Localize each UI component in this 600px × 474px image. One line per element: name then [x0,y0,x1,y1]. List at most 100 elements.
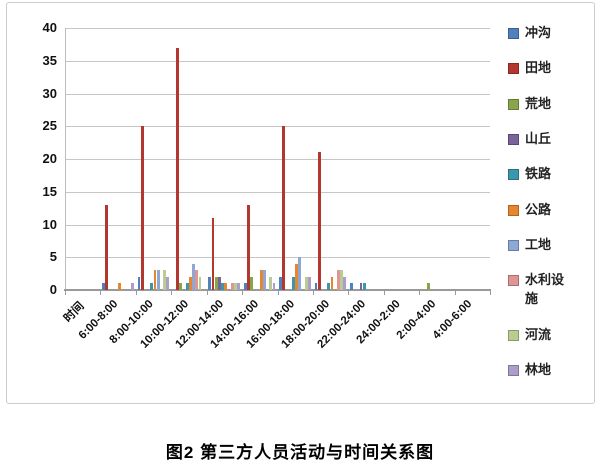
y-gridline [65,224,490,226]
bar-田地-12:00-14:00 [211,217,215,290]
x-axis-tick [454,291,456,295]
y-gridline [65,257,490,259]
x-axis-tick [65,291,66,295]
x-axis-tick [383,291,385,295]
legend-swatch-icon [508,98,519,110]
legend-label: 工地 [525,237,552,253]
legend-item-荒地: 荒地 [508,95,588,114]
legend-label: 河流 [525,326,552,342]
bar-水利设施-12:00-14:00 [230,283,234,290]
bar-山丘-22:00-24:00 [359,283,363,290]
legend-label: 林地 [525,361,552,377]
bar-河流-12:00-14:00 [233,283,237,290]
legend-swatch-icon [508,28,519,39]
bar-河流-8:00-10:00 [163,270,166,290]
bar-冲沟-12:00-14:00 [208,276,212,290]
legend-item-水利设施: 水利设施 [508,271,588,309]
legend-item-冲沟: 冲沟 [508,24,588,43]
legend-swatch-icon [508,63,519,75]
legend-label: 水利设施 [525,272,565,307]
y-axis-tick-label: 15 [42,183,57,199]
x-axis-tick [171,291,173,295]
x-axis-tick [348,291,350,295]
legend-item-田地: 田地 [508,59,588,78]
legend-label: 铁路 [525,166,552,182]
y-gridline [65,159,490,160]
legend-swatch-icon [508,169,519,181]
bar-林地-14:00-16:00 [272,283,276,290]
bar-公路-12:00-14:00 [224,283,228,290]
bar-工地-16:00-18:00 [298,257,302,290]
bar-林地-16:00-18:00 [308,276,311,290]
y-gridline [65,60,490,62]
bar-公路-6:00-8:00 [118,283,121,290]
legend-label: 田地 [525,60,552,76]
y-axis-tick-label: 5 [49,249,57,265]
bar-田地-6:00-8:00 [105,204,109,290]
bar-河流-14:00-16:00 [269,276,273,290]
y-gridline [65,28,490,29]
y-gridline [65,191,490,193]
legend-swatch-icon [508,275,519,287]
bar-公路-16:00-18:00 [295,263,298,290]
legend-item-林地: 林地 [508,361,588,380]
bar-公路-14:00-16:00 [259,270,263,290]
bar-水利设施-10:00-12:00 [195,270,199,290]
bar-田地-14:00-16:00 [246,204,250,290]
legend-label: 冲沟 [525,25,552,40]
legend-label: 公路 [525,201,552,217]
bar-林地-18:00-20:00 [343,276,347,290]
x-axis-tick [277,291,279,295]
bar-山丘-12:00-14:00 [217,276,221,290]
legend-swatch-icon [508,134,519,146]
bar-荒地-12:00-14:00 [214,276,218,290]
x-axis-tick [312,291,314,295]
bar-工地-10:00-12:00 [192,263,195,290]
bar-公路-18:00-20:00 [330,276,334,290]
bar-冲沟-6:00-8:00 [102,283,105,290]
bar-铁路-8:00-10:00 [150,283,154,290]
legend-item-山丘: 山丘 [508,130,588,149]
bar-田地-16:00-18:00 [282,126,286,290]
bar-铁路-10:00-12:00 [185,283,189,290]
bar-铁路-18:00-20:00 [327,283,331,290]
x-axis-tick [135,291,137,295]
x-axis-tick [419,291,421,295]
y-axis-tick-label: 35 [42,52,57,68]
legend-label: 荒地 [525,95,552,111]
x-axis-tick [100,291,102,295]
chart-frame [6,2,595,404]
y-axis-tick-label: 0 [49,282,57,297]
bar-冲沟-22:00-24:00 [350,283,353,290]
bar-冲沟-16:00-18:00 [279,276,282,290]
legend-item-河流: 河流 [508,326,588,345]
bar-冲沟-8:00-10:00 [137,276,141,290]
bar-冲沟-14:00-16:00 [243,283,247,290]
bar-河流-10:00-12:00 [198,276,202,290]
bar-田地-10:00-12:00 [176,47,179,290]
bar-荒地-10:00-12:00 [179,283,183,290]
legend-item-公路: 公路 [508,201,588,220]
legend-swatch-icon [508,329,519,341]
legend-swatch-icon [508,240,519,252]
bar-林地-12:00-14:00 [237,283,240,290]
bar-荒地-2:00-4:00 [427,283,431,290]
bar-铁路-16:00-18:00 [292,276,295,290]
bar-田地-8:00-10:00 [140,126,144,290]
chart-legend: 冲沟田地荒地山丘铁路公路工地水利设施河流林地 [508,24,588,396]
y-axis-line [65,28,66,290]
bar-河流-18:00-20:00 [340,270,344,290]
y-axis-tick-label: 25 [42,118,57,134]
bar-公路-8:00-10:00 [153,270,157,290]
y-axis-tick-label: 30 [42,85,57,101]
y-axis-tick-label: 40 [42,20,57,35]
y-axis-tick-label: 20 [42,151,57,166]
y-gridline [65,93,490,95]
x-axis-tick [490,291,491,295]
legend-swatch-icon [508,364,519,376]
bar-工地-14:00-16:00 [262,270,266,290]
bar-铁路-22:00-24:00 [362,283,366,290]
legend-label: 山丘 [525,131,552,147]
bar-冲沟-18:00-20:00 [314,283,318,290]
